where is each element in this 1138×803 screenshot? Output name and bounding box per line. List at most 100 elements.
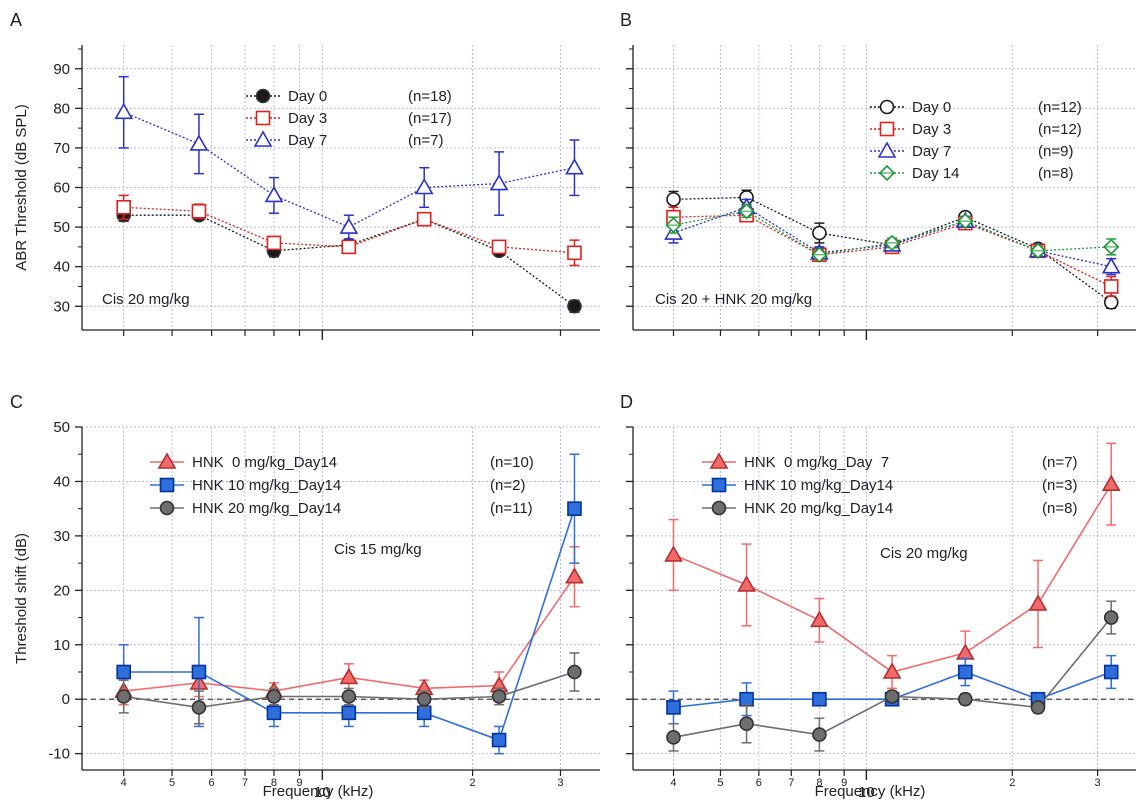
legend-marker <box>255 110 271 126</box>
legend-label: Day 0 <box>288 88 327 105</box>
data-point <box>810 610 829 628</box>
legend-marker <box>253 130 273 147</box>
data-point <box>884 689 900 704</box>
panel-c: C -10 0 10 20 30 40 50 4 5 6 7 8 9 2 3 10 Threshold shift… <box>10 392 600 801</box>
data-point <box>1103 610 1119 625</box>
data-point <box>191 700 207 715</box>
panel-letter: A <box>10 10 22 30</box>
grid <box>82 45 600 330</box>
data-point <box>339 217 359 234</box>
data-point <box>1103 294 1119 310</box>
legend-n-label: (n=11) <box>490 500 533 517</box>
y-tick-label: 70 <box>53 140 70 157</box>
data-point <box>955 643 975 660</box>
data-point <box>567 501 582 516</box>
legend-entry: HNK 10 mg/kg_Day14 (n=3) <box>702 477 1077 494</box>
x-tick-label: 7 <box>242 777 248 789</box>
data-point <box>339 667 359 685</box>
legend-entry: Day 3 (n=17) <box>246 110 452 127</box>
legend-marker <box>159 500 175 516</box>
data-point <box>341 705 357 721</box>
legend-label: HNK 20 mg/kg_Day14 <box>744 500 893 517</box>
legend-entry: Day 14 (n=8) <box>870 164 1073 182</box>
data-point <box>812 225 827 241</box>
y-tick-label: 50 <box>53 219 70 236</box>
legend-marker <box>255 88 271 104</box>
legend-n-label: (n=3) <box>1042 477 1077 494</box>
legend-label: Day 0 <box>912 99 951 116</box>
data-point <box>116 689 132 704</box>
data-point <box>958 691 973 707</box>
data-point <box>812 691 827 707</box>
legend-n-label: (n=8) <box>1038 165 1073 182</box>
panel-letter: D <box>620 392 633 412</box>
legend-label: HNK 10 mg/kg_Day14 <box>192 477 341 494</box>
series-2 <box>666 206 1119 298</box>
data-point <box>567 664 582 680</box>
legend-marker <box>711 500 727 516</box>
y-axis-title: ABR Threshold (dB SPL) <box>13 104 30 270</box>
legend-n-label: (n=17) <box>408 110 452 127</box>
data-point <box>489 173 509 191</box>
legend-marker <box>711 477 727 493</box>
data-point <box>565 158 584 175</box>
x-tick-label: 9 <box>841 777 847 789</box>
data-point <box>266 689 282 704</box>
data-point <box>416 705 432 721</box>
y-axis-title: Threshold shift (dB) <box>13 533 30 664</box>
legend-entry: HNK 0 mg/kg_Day 7 (n=7) <box>702 452 1077 471</box>
panel-letter: C <box>10 392 23 412</box>
y-tick-label: 30 <box>53 528 70 545</box>
legend-n-label: (n=18) <box>408 88 452 105</box>
legend-entry: Day 0 (n=18) <box>246 88 452 105</box>
legend-label: Day 3 <box>912 121 951 138</box>
legend-n-label: (n=10) <box>490 454 534 471</box>
legend-entry: HNK 20 mg/kg_Day14 (n=11) <box>150 500 533 517</box>
legend-marker <box>157 452 177 469</box>
legend-n-label: (n=12) <box>1038 99 1082 116</box>
panel-d: D 4 5 6 7 8 9 2 3 10 Cis 20 mg/kg HNK 0 mg/kg_Day 7… <box>620 392 1136 801</box>
y-tick-label: 60 <box>53 180 70 197</box>
series-3 <box>114 75 584 240</box>
data-point <box>266 235 282 251</box>
data-point <box>191 203 207 219</box>
x-tick-label: 6 <box>756 777 762 789</box>
data-point <box>116 664 132 680</box>
panel-a: A 30 40 50 60 70 80 90 ABR Threshold (dB SPL) Cis… <box>10 10 600 340</box>
data-point <box>491 239 507 255</box>
legend-marker <box>877 141 897 158</box>
y-tick-label: 40 <box>53 259 70 276</box>
legend-marker <box>159 477 175 493</box>
data-point <box>664 545 683 562</box>
data-point <box>737 575 756 592</box>
series-4 <box>665 203 1120 263</box>
legend-entry: Day 0 (n=12) <box>870 99 1082 116</box>
y-tick-label: 20 <box>53 582 70 599</box>
data-point <box>266 705 282 721</box>
data-point <box>341 239 357 255</box>
legend-n-label: (n=2) <box>490 477 525 494</box>
data-point <box>567 245 582 261</box>
grid <box>633 45 1136 330</box>
data-point <box>666 192 681 207</box>
x-tick-label: 3 <box>1095 777 1101 789</box>
data-point <box>1028 594 1048 611</box>
data-point <box>416 691 432 707</box>
legend-entry: HNK 20 mg/kg_Day14 (n=8) <box>702 500 1077 517</box>
panel-annotation: Cis 20 + HNK 20 mg/kg <box>655 291 812 308</box>
data-point <box>1101 474 1121 491</box>
data-point <box>666 730 681 745</box>
data-point <box>1101 257 1121 274</box>
data-point <box>491 732 507 748</box>
x-tick-label: 4 <box>670 777 676 789</box>
x-tick-label: 5 <box>717 777 723 789</box>
data-point <box>739 691 754 707</box>
y-tick-label: 30 <box>53 298 70 315</box>
y-tick-label: 10 <box>53 637 70 654</box>
legend-marker <box>879 121 895 137</box>
legend-label: Day 7 <box>912 143 951 160</box>
data-point <box>739 716 754 732</box>
data-point <box>567 298 582 314</box>
legend-entry: Day 7 (n=9) <box>870 141 1073 160</box>
